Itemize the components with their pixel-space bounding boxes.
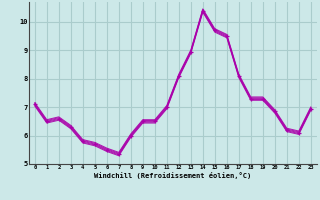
X-axis label: Windchill (Refroidissement éolien,°C): Windchill (Refroidissement éolien,°C) (94, 172, 252, 179)
